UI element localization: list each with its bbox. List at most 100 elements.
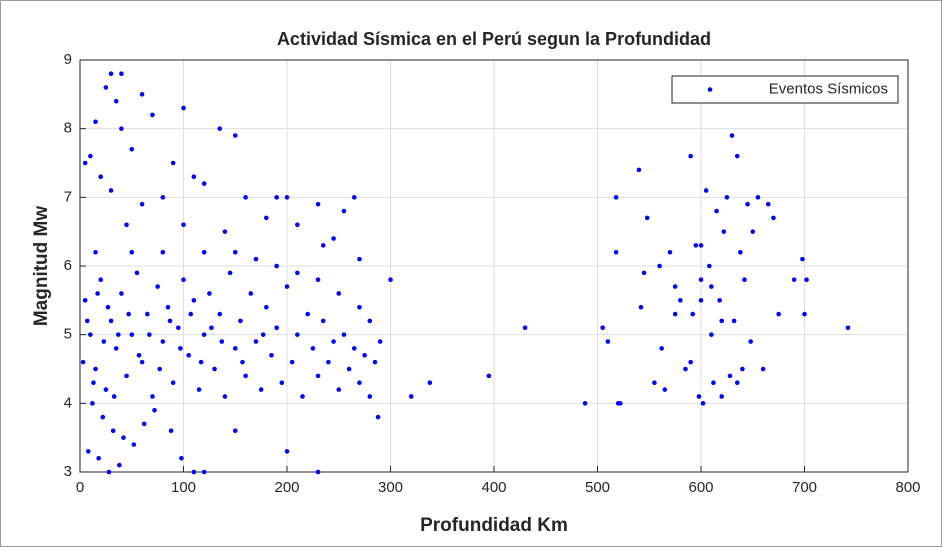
data-point <box>260 332 266 337</box>
y-tick-label: 3 <box>64 463 72 480</box>
data-point <box>119 126 124 131</box>
data-point <box>121 435 126 440</box>
data-point <box>698 277 704 283</box>
data-point <box>310 346 316 351</box>
data-point <box>129 332 135 337</box>
data-point <box>719 394 724 399</box>
data-point <box>284 195 290 200</box>
data-point <box>714 208 719 214</box>
data-point <box>201 181 207 186</box>
data-point <box>706 263 712 269</box>
legend-label: Eventos Sísmicos <box>769 80 888 97</box>
data-point <box>375 414 381 420</box>
data-point <box>240 359 245 365</box>
data-point <box>115 332 121 337</box>
y-tick-label: 7 <box>64 188 72 205</box>
data-point <box>119 71 124 77</box>
data-point <box>178 346 183 351</box>
data-point <box>738 249 743 255</box>
data-point <box>346 366 352 372</box>
data-point <box>103 85 109 90</box>
data-point <box>745 201 750 207</box>
data-point <box>331 236 336 241</box>
data-point <box>222 229 228 234</box>
x-tick-label: 300 <box>378 479 403 496</box>
data-point <box>693 243 699 248</box>
data-point <box>222 394 228 399</box>
data-point <box>144 311 150 317</box>
data-point <box>351 346 357 351</box>
data-point <box>232 428 238 434</box>
data-point <box>711 380 716 386</box>
data-point <box>129 249 135 255</box>
data-point <box>315 277 321 283</box>
data-point <box>201 469 207 475</box>
data-point <box>802 311 807 317</box>
data-point <box>124 373 129 379</box>
data-point <box>248 291 254 296</box>
data-point <box>101 339 107 344</box>
data-point <box>88 153 93 159</box>
data-point <box>82 160 88 166</box>
y-axis-label: Magnitud Mw <box>31 206 52 327</box>
data-point <box>320 243 326 248</box>
data-point <box>617 401 623 406</box>
data-point <box>698 243 704 248</box>
data-point <box>709 332 714 337</box>
data-point <box>644 215 650 221</box>
data-point <box>269 352 274 358</box>
data-point <box>136 352 142 358</box>
data-point <box>274 325 279 331</box>
data-point <box>179 455 184 461</box>
data-point <box>727 373 733 379</box>
data-point <box>170 380 176 386</box>
data-point <box>117 462 122 468</box>
x-axis-label: Profundidad Km <box>420 515 568 536</box>
data-point <box>331 339 336 344</box>
data-point <box>150 394 155 399</box>
data-point <box>341 208 347 214</box>
data-point <box>672 311 678 317</box>
data-point <box>729 133 735 138</box>
data-point <box>82 298 88 303</box>
data-point <box>88 332 93 337</box>
data-point <box>659 346 664 351</box>
data-point <box>372 359 378 365</box>
data-point <box>176 325 181 331</box>
data-point <box>90 401 95 406</box>
data-point <box>636 167 642 173</box>
data-point <box>274 263 279 269</box>
data-point <box>238 318 243 324</box>
data-point <box>113 98 119 104</box>
data-point <box>108 188 114 193</box>
data-point <box>613 195 619 200</box>
data-point <box>700 401 706 406</box>
x-tick-label: 500 <box>585 479 610 496</box>
data-point <box>341 332 347 337</box>
data-point <box>119 291 124 296</box>
data-point <box>295 270 300 276</box>
data-point <box>667 249 673 255</box>
data-point <box>721 229 727 234</box>
data-point <box>134 270 140 276</box>
data-point <box>243 195 248 200</box>
data-point <box>141 421 147 427</box>
data-point <box>219 339 225 344</box>
data-point <box>791 277 797 283</box>
data-point <box>776 311 781 317</box>
data-point <box>191 298 197 303</box>
data-point <box>253 256 259 262</box>
data-point <box>274 195 279 200</box>
data-point <box>232 249 238 255</box>
data-point <box>93 119 98 125</box>
data-point <box>357 304 362 310</box>
data-point <box>217 311 223 317</box>
data-point <box>731 318 737 324</box>
data-point <box>698 298 704 303</box>
data-point <box>157 366 162 372</box>
data-point <box>80 359 86 365</box>
data-point <box>152 407 157 413</box>
data-point <box>357 380 362 386</box>
data-point <box>315 201 321 207</box>
data-point <box>742 277 747 283</box>
